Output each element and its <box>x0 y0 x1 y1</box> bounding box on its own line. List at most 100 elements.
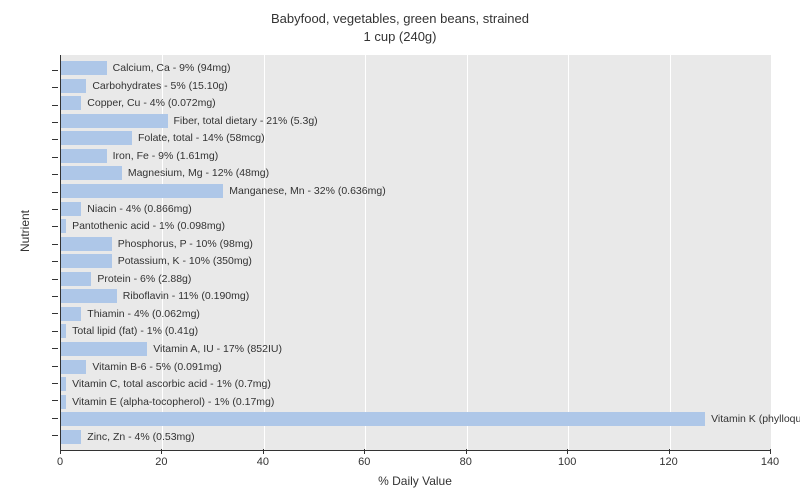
x-axis: % Daily Value 020406080100120140 <box>60 450 770 490</box>
x-tick-label: 80 <box>460 456 472 468</box>
title-line1: Babyfood, vegetables, green beans, strai… <box>271 11 529 26</box>
bar-row: Thiamin - 4% (0.062mg) <box>61 307 771 321</box>
bar <box>61 360 86 374</box>
x-tick-mark <box>364 449 365 454</box>
bar-label: Phosphorus, P - 10% (98mg) <box>118 238 253 250</box>
bar-label: Vitamin B-6 - 5% (0.091mg) <box>92 361 221 373</box>
bar <box>61 430 81 444</box>
bar-label: Magnesium, Mg - 12% (48mg) <box>128 167 269 179</box>
y-tick <box>52 279 58 280</box>
x-tick-mark <box>770 449 771 454</box>
bar <box>61 272 91 286</box>
bars: Calcium, Ca - 9% (94mg) Carbohydrates - 5… <box>61 61 771 444</box>
y-tick <box>52 122 58 123</box>
x-tick-mark <box>567 449 568 454</box>
bar-label: Vitamin K (phylloquinone) - 127% (101.8m… <box>711 413 800 425</box>
bar <box>61 202 81 216</box>
bar <box>61 166 122 180</box>
bar-label: Carbohydrates - 5% (15.10g) <box>92 80 227 92</box>
bar <box>61 237 112 251</box>
bar-row: Riboflavin - 11% (0.190mg) <box>61 289 771 303</box>
bar-row: Vitamin C, total ascorbic acid - 1% (0.7… <box>61 377 771 391</box>
bar <box>61 377 66 391</box>
bar <box>61 412 705 426</box>
y-tick <box>52 313 58 314</box>
bar-row: Manganese, Mn - 32% (0.636mg) <box>61 184 771 198</box>
y-tick <box>52 87 58 88</box>
y-tick <box>52 348 58 349</box>
bar-label: Pantothenic acid - 1% (0.098mg) <box>72 220 225 232</box>
bar-label: Potassium, K - 10% (350mg) <box>118 255 252 267</box>
y-tick <box>52 157 58 158</box>
y-tick <box>52 400 58 401</box>
bar-row: Iron, Fe - 9% (1.61mg) <box>61 149 771 163</box>
y-tick <box>52 226 58 227</box>
bar-label: Thiamin - 4% (0.062mg) <box>87 308 200 320</box>
bar <box>61 96 81 110</box>
bar-row: Calcium, Ca - 9% (94mg) <box>61 61 771 75</box>
bar-row: Vitamin K (phylloquinone) - 127% (101.8m… <box>61 412 771 426</box>
y-tick <box>52 383 58 384</box>
bar <box>61 307 81 321</box>
bar-row: Folate, total - 14% (58mcg) <box>61 131 771 145</box>
y-tick <box>52 192 58 193</box>
bar <box>61 79 86 93</box>
bar-row: Total lipid (fat) - 1% (0.41g) <box>61 324 771 338</box>
bar-label: Calcium, Ca - 9% (94mg) <box>113 62 231 74</box>
y-tick <box>52 244 58 245</box>
y-tick <box>52 261 58 262</box>
bar-label: Zinc, Zn - 4% (0.53mg) <box>87 431 194 443</box>
x-tick-mark <box>669 449 670 454</box>
bar <box>61 149 107 163</box>
bar-label: Copper, Cu - 4% (0.072mg) <box>87 97 215 109</box>
x-tick-label: 100 <box>558 456 576 468</box>
bar-label: Manganese, Mn - 32% (0.636mg) <box>229 185 385 197</box>
bar-row: Niacin - 4% (0.866mg) <box>61 202 771 216</box>
y-tick <box>52 366 58 367</box>
title-line2: 1 cup (240g) <box>364 29 437 44</box>
bar-row: Protein - 6% (2.88g) <box>61 272 771 286</box>
bar <box>61 131 132 145</box>
bar <box>61 114 168 128</box>
bar <box>61 219 66 233</box>
bar-label: Total lipid (fat) - 1% (0.41g) <box>72 325 198 337</box>
bar-label: Vitamin C, total ascorbic acid - 1% (0.7… <box>72 378 271 390</box>
bar-row: Zinc, Zn - 4% (0.53mg) <box>61 430 771 444</box>
y-tick <box>52 105 58 106</box>
bar <box>61 254 112 268</box>
bar-label: Iron, Fe - 9% (1.61mg) <box>113 150 219 162</box>
bar <box>61 324 66 338</box>
y-tick <box>52 139 58 140</box>
x-tick-mark <box>263 449 264 454</box>
nutrient-chart: Babyfood, vegetables, green beans, strai… <box>0 0 800 500</box>
bar-label: Vitamin E (alpha-tocopherol) - 1% (0.17m… <box>72 396 274 408</box>
x-tick-mark <box>466 449 467 454</box>
x-tick-mark <box>60 449 61 454</box>
bar-row: Fiber, total dietary - 21% (5.3g) <box>61 114 771 128</box>
x-axis-label: % Daily Value <box>378 474 452 488</box>
gridline <box>771 55 772 450</box>
bar-row: Pantothenic acid - 1% (0.098mg) <box>61 219 771 233</box>
y-tick <box>52 296 58 297</box>
y-ticks <box>52 55 60 450</box>
bar-row: Phosphorus, P - 10% (98mg) <box>61 237 771 251</box>
x-tick-label: 140 <box>761 456 779 468</box>
bar <box>61 184 223 198</box>
plot-area: Calcium, Ca - 9% (94mg) Carbohydrates - 5… <box>60 55 771 451</box>
bar <box>61 342 147 356</box>
bar-row: Vitamin E (alpha-tocopherol) - 1% (0.17m… <box>61 395 771 409</box>
y-axis-label: Nutrient <box>18 210 32 252</box>
y-tick <box>52 435 58 436</box>
y-tick <box>52 331 58 332</box>
bar-label: Fiber, total dietary - 21% (5.3g) <box>174 115 318 127</box>
bar-label: Riboflavin - 11% (0.190mg) <box>123 290 249 302</box>
bar-label: Folate, total - 14% (58mcg) <box>138 132 265 144</box>
y-tick <box>52 174 58 175</box>
x-tick-mark <box>161 449 162 454</box>
bar-row: Magnesium, Mg - 12% (48mg) <box>61 166 771 180</box>
bar <box>61 289 117 303</box>
x-tick-label: 120 <box>659 456 677 468</box>
y-tick <box>52 70 58 71</box>
y-tick <box>52 209 58 210</box>
bar-row: Potassium, K - 10% (350mg) <box>61 254 771 268</box>
